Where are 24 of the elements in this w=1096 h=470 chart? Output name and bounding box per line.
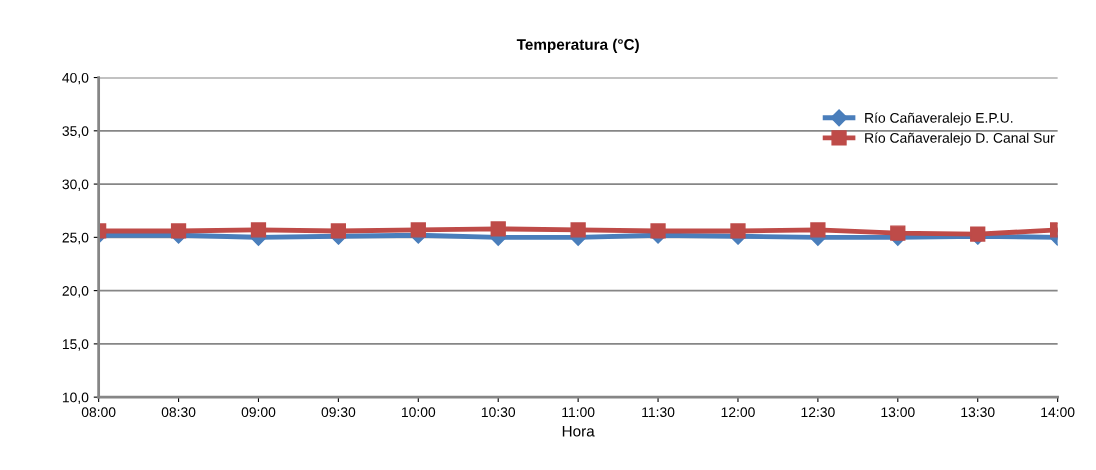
legend-label: Río Cañaveralejo E.P.U. (865, 112, 1013, 126)
y-tick-label: 15,0 (62, 339, 89, 351)
x-tick-label: 11:00 (562, 407, 595, 418)
x-axis-title: Hora (562, 425, 595, 437)
y-tick-label: 20,0 (62, 285, 89, 298)
y-tick-label: 40,0 (62, 72, 89, 85)
x-tick-label: 12:00 (721, 407, 755, 418)
x-tick-label: 10:00 (401, 407, 436, 418)
chart-title: Temperatura (°C) (516, 38, 639, 53)
x-tick-label: 08:30 (161, 407, 196, 418)
x-tick-label: 09:30 (321, 407, 356, 418)
x-tick-label: 11:30 (642, 407, 675, 418)
legend-label: Río Cañaveralejo D. Canal Sur (865, 132, 1055, 146)
x-tick-label: 09:00 (241, 407, 276, 418)
x-tick-label: 12:30 (801, 407, 835, 418)
x-tick-label: 13:00 (881, 407, 915, 418)
x-tick-label: 10:30 (481, 407, 516, 418)
y-tick-label: 30,0 (62, 179, 89, 191)
y-tick-label: 10,0 (62, 392, 89, 404)
y-tick-label: 25,0 (62, 232, 89, 245)
x-tick-label: 14:00 (1041, 407, 1075, 418)
y-tick-label: 35,0 (62, 126, 89, 138)
x-tick-label: 13:30 (961, 407, 995, 418)
x-tick-label: 08:00 (81, 407, 116, 418)
